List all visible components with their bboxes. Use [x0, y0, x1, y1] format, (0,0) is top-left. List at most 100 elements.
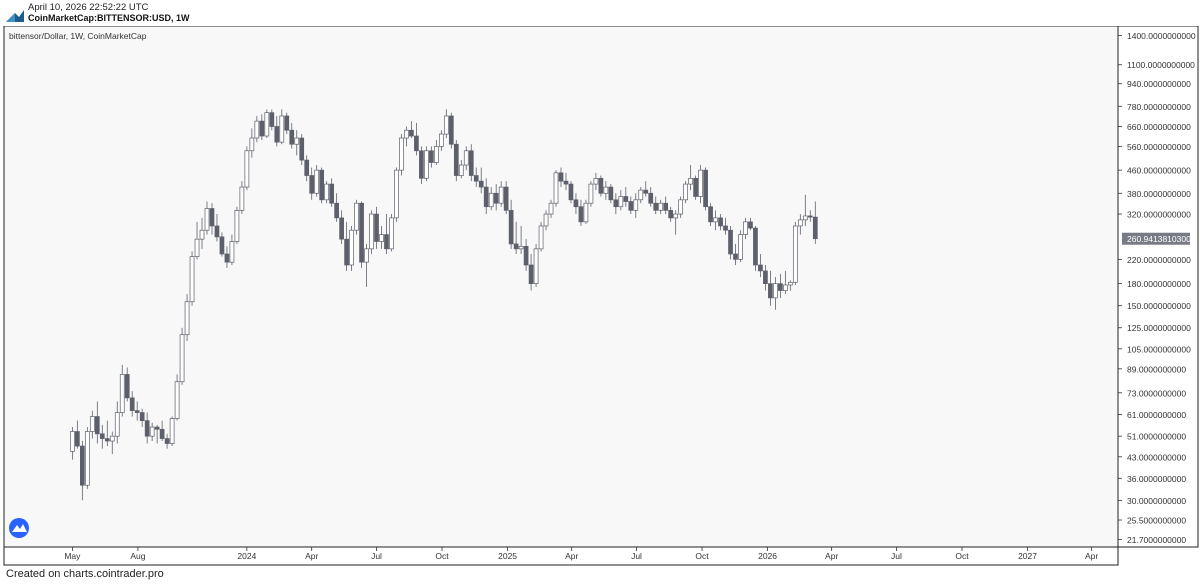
candle-body — [434, 146, 439, 163]
candle — [812, 201, 818, 244]
candle-body — [568, 183, 574, 201]
candle-body — [239, 186, 245, 211]
candle — [84, 427, 90, 489]
candle-body — [797, 219, 803, 227]
x-tick-label: 2026 — [758, 551, 777, 561]
candle-body — [399, 137, 404, 171]
candle-body — [723, 225, 728, 231]
x-tick-label: Aug — [130, 551, 145, 561]
price-chart[interactable]: bittensor/Dollar, 1W, CoinMarketCap 1400… — [0, 26, 1200, 566]
candle — [184, 294, 190, 342]
candle-body — [598, 177, 604, 194]
candle — [419, 146, 424, 185]
candle-body — [164, 438, 170, 444]
candle — [663, 196, 669, 215]
candle — [778, 273, 783, 298]
y-tick-label: 560.0000000000 — [1127, 142, 1191, 152]
y-tick-label: 73.0000000000 — [1127, 388, 1186, 398]
candle — [209, 203, 215, 235]
y-tick-label: 51.0000000000 — [1127, 432, 1186, 442]
candle — [718, 214, 723, 231]
y-tick-label: 105.0000000000 — [1127, 344, 1191, 354]
candle — [254, 115, 260, 143]
chart-pane[interactable] — [3, 26, 1119, 548]
candle-body — [249, 137, 255, 152]
candle-body — [264, 112, 270, 137]
candle — [164, 433, 170, 449]
candle-body — [733, 253, 738, 260]
candle — [234, 206, 240, 244]
candle-body — [623, 196, 629, 202]
candle-body — [429, 150, 434, 163]
candle-body — [244, 150, 250, 188]
price-axis[interactable] — [1117, 26, 1199, 548]
candles-layer — [70, 109, 818, 501]
candle — [224, 246, 230, 268]
candle — [154, 424, 160, 444]
y-tick-label: 460.0000000000 — [1127, 166, 1191, 176]
candle-body — [274, 126, 280, 143]
candle-body — [802, 215, 808, 221]
candle — [528, 253, 534, 291]
candle — [708, 203, 713, 226]
candle — [189, 251, 195, 306]
candle — [792, 221, 798, 285]
candle-body — [563, 180, 569, 185]
candle — [758, 253, 763, 278]
candle-body — [703, 169, 708, 208]
candle-body — [409, 129, 414, 137]
candle — [329, 178, 334, 207]
candle — [668, 206, 674, 222]
candle-body — [144, 420, 150, 437]
candle-body — [374, 213, 379, 242]
candle — [453, 140, 459, 182]
candle — [404, 126, 409, 147]
candle-body — [84, 431, 90, 486]
tradingview-logo-icon[interactable] — [9, 518, 29, 538]
candle-body — [593, 177, 599, 185]
candle-body — [638, 189, 644, 201]
candle — [653, 196, 659, 215]
candle-body — [792, 225, 798, 283]
candle-body — [543, 213, 549, 227]
candle — [773, 277, 778, 310]
candle — [80, 441, 85, 501]
candle — [493, 184, 499, 211]
candle — [159, 420, 165, 442]
candle — [344, 221, 349, 271]
y-axis-labels: 1400.0000000000 1100.0000000000 940.000000… — [1118, 31, 1196, 545]
candle — [613, 193, 619, 215]
candle-body — [334, 202, 339, 219]
candle-body — [528, 264, 534, 284]
candle-body — [324, 183, 330, 201]
y-tick-label: 1400.0000000000 — [1127, 31, 1196, 41]
candle-body — [359, 202, 364, 263]
time-axis[interactable] — [3, 546, 1119, 566]
candle — [618, 190, 624, 211]
candle — [174, 374, 180, 421]
candle — [768, 270, 773, 306]
candle-body — [443, 115, 449, 135]
candle — [314, 165, 320, 197]
candle-body — [748, 221, 753, 229]
candle-body — [269, 112, 275, 127]
candle — [498, 181, 504, 207]
candle — [608, 184, 614, 204]
candle — [548, 199, 554, 218]
candle — [753, 225, 758, 271]
candle-body — [289, 129, 295, 145]
candle — [538, 221, 544, 252]
candle — [429, 146, 434, 168]
candle-body — [483, 186, 489, 208]
candle — [638, 187, 644, 204]
candle — [179, 327, 185, 385]
candle-body — [199, 229, 205, 240]
y-tick-label: 660.0000000000 — [1127, 122, 1191, 132]
candle-body — [379, 234, 384, 242]
candle — [394, 167, 399, 222]
y-tick-label: 180.0000000000 — [1127, 279, 1191, 289]
x-tick-label: 2027 — [1018, 551, 1037, 561]
last-price-tag-bg — [1122, 232, 1190, 245]
candle — [533, 243, 539, 288]
candle-body — [394, 169, 399, 219]
